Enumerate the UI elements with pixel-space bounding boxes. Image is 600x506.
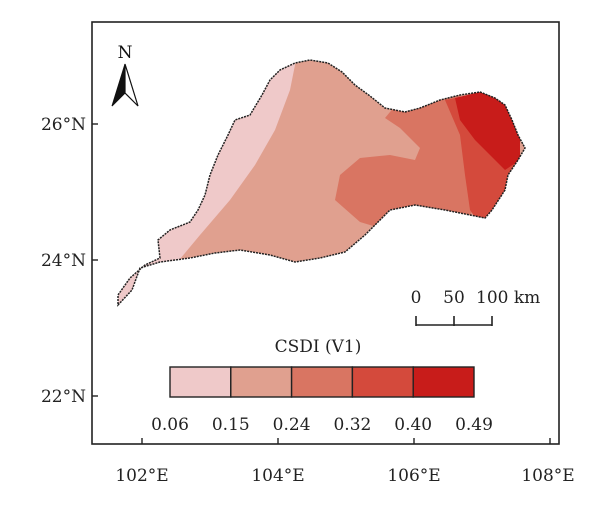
zone-0.24-0.32	[335, 95, 475, 240]
lon-label-106: 106°E	[387, 466, 440, 486]
legend-swatch-2	[290, 366, 354, 398]
lat-label-26: 26°N	[41, 115, 86, 135]
csdi-region	[118, 60, 525, 305]
north-label: N	[118, 43, 133, 63]
zone-0.40-0.49	[455, 92, 520, 170]
legend-title: CSDI (V1)	[275, 337, 362, 357]
region-outline	[117, 59, 526, 307]
legend-break-label: 0.49	[455, 415, 493, 435]
legend-swatch-1	[230, 366, 293, 398]
legend-swatch-3	[351, 366, 414, 398]
legend-break-label: 0.15	[212, 415, 250, 435]
legend-break-label: 0.06	[151, 415, 189, 435]
map-frame	[91, 21, 560, 445]
scale-label-0: 0	[411, 288, 422, 308]
lon-label-104: 104°E	[251, 466, 304, 486]
legend-break-label: 0.40	[394, 415, 432, 435]
legend-swatch-0	[169, 366, 232, 398]
legend-colorbar	[169, 366, 475, 398]
legend-break-label: 0.32	[333, 415, 371, 435]
lat-label-22: 22°N	[41, 387, 86, 407]
lat-label-24: 24°N	[41, 251, 86, 271]
north-arrow-icon: N	[111, 43, 139, 107]
scale-bar: 0 50 100 km	[411, 288, 540, 326]
scale-label-100: 100 km	[476, 288, 540, 308]
lon-label-108: 108°E	[521, 466, 574, 486]
legend-break-label: 0.24	[273, 415, 311, 435]
scale-label-50: 50	[443, 288, 465, 308]
legend-swatch-4	[412, 366, 475, 398]
legend-labels: 0.06 0.15 0.24 0.32 0.40 0.49	[151, 415, 493, 435]
lon-label-102: 102°E	[115, 466, 168, 486]
